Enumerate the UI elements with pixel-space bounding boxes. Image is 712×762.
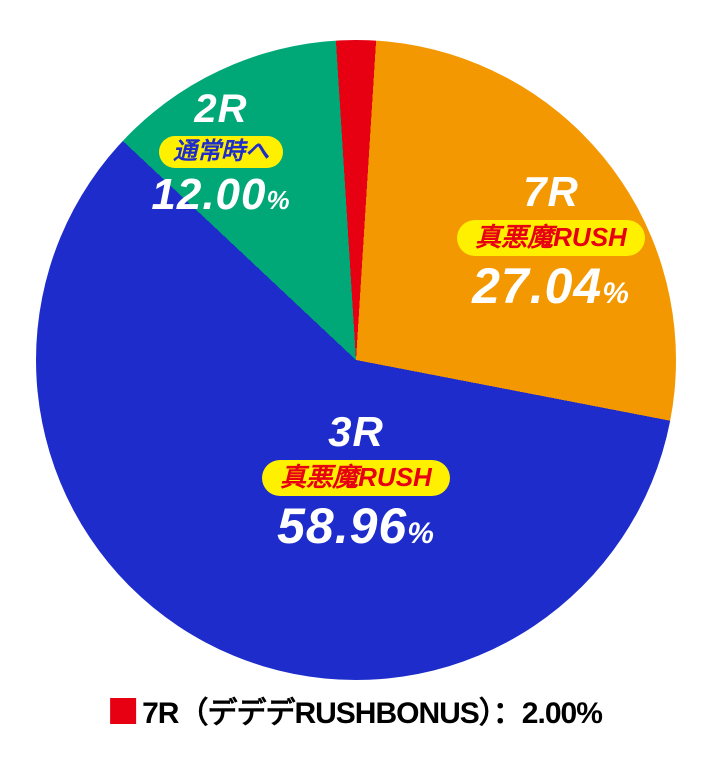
slice-pct-value-3r: 58.96 [277,498,407,554]
slice-pct-value-7r: 27.04 [472,258,602,314]
slice-pill-2r: 通常時へ [159,136,283,168]
slice-pct-2r: 12.00% [126,172,316,218]
slice-pct-7r: 27.04% [436,260,666,313]
percent-sign: % [266,185,290,215]
percent-sign: % [407,517,435,550]
slice-pill-3r: 真悪魔RUSH [262,460,450,496]
pie-chart-container: 7R 真悪魔RUSH 27.04% 3R 真悪魔RUSH 58.96% 2R 通… [36,40,676,680]
slice-pct-3r: 58.96% [206,500,506,553]
slice-title-3r: 3R [206,410,506,454]
slice-label-7r: 7R 真悪魔RUSH 27.04% [436,170,666,313]
footnote-text: 7R（デデデRUSHBONUS）：2.00% [142,688,602,732]
slice-label-2r: 2R 通常時へ 12.00% [126,88,316,218]
slice-label-3r: 3R 真悪魔RUSH 58.96% [206,410,506,553]
percent-sign: % [602,277,630,310]
slice-title-2r: 2R [126,88,316,130]
slice-pct-value-2r: 12.00 [151,170,266,219]
slice-title-7r: 7R [436,170,666,214]
footnote-square-icon [110,698,136,724]
slice-pill-7r: 真悪魔RUSH [457,220,645,256]
footnote: 7R（デデデRUSHBONUS）：2.00% [110,688,602,732]
